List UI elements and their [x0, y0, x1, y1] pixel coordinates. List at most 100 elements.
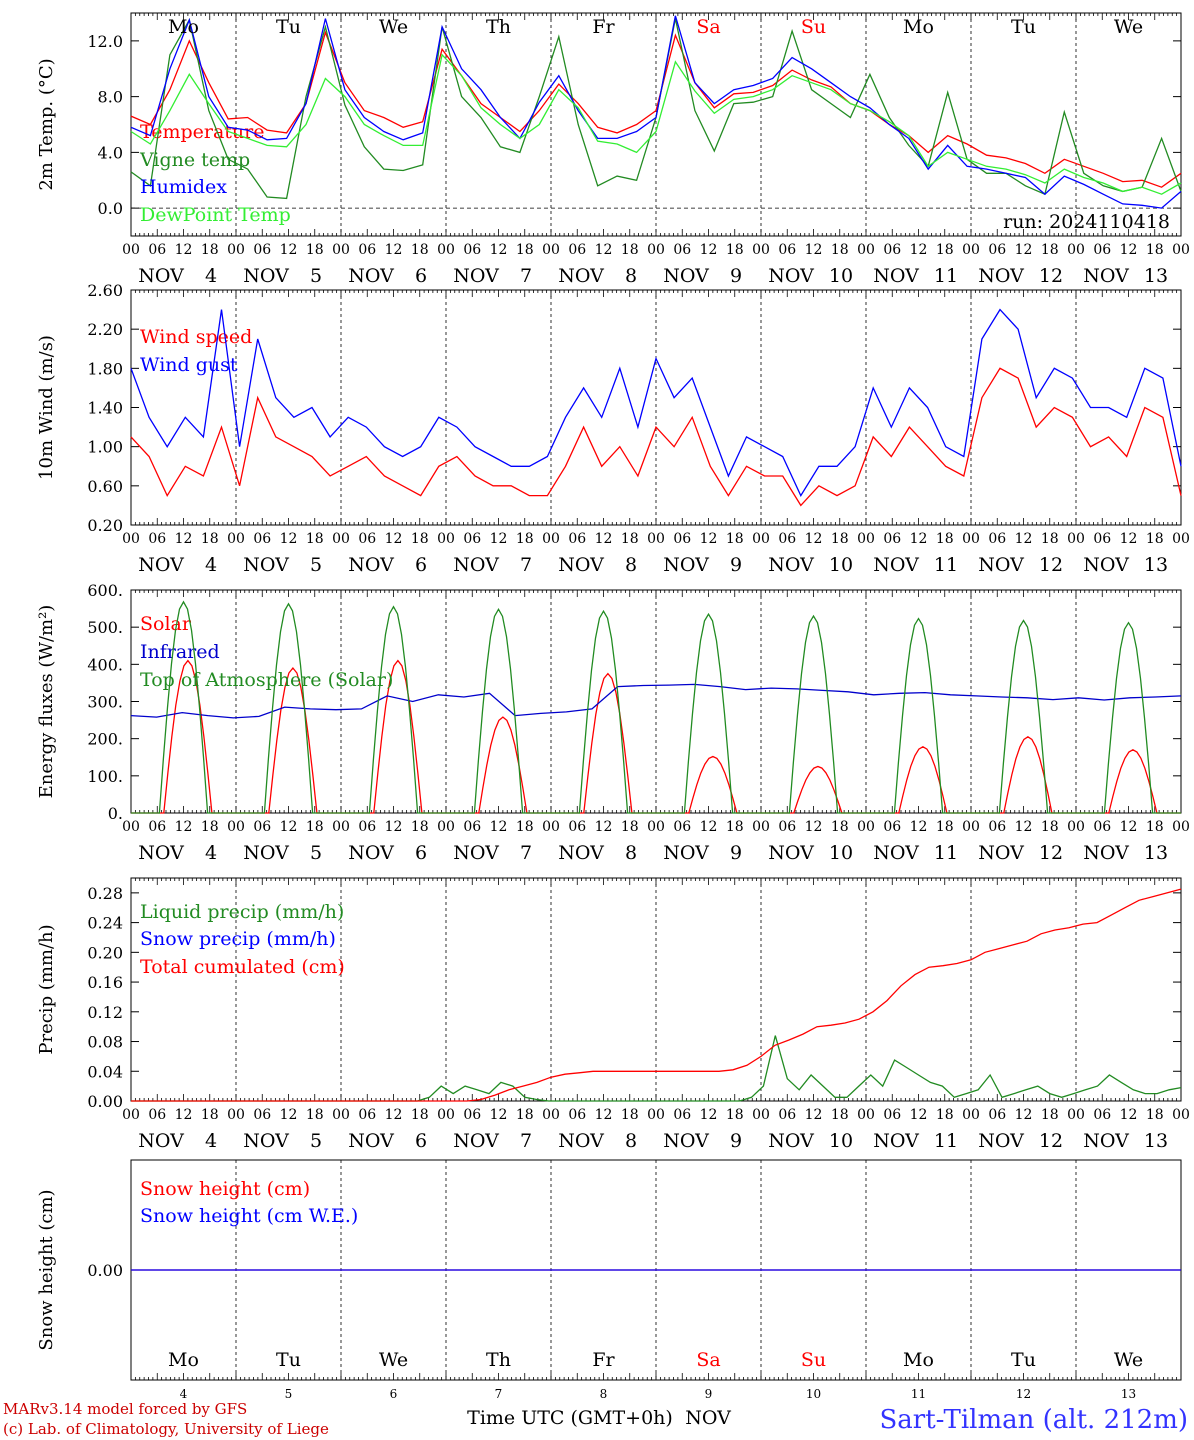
- hour-tick-label: 18: [726, 819, 744, 835]
- weekday-label: Tu: [1011, 16, 1036, 38]
- day-number-label: 13: [1144, 554, 1168, 576]
- day-number-label: 5: [310, 265, 322, 287]
- hour-tick-label: 12: [280, 531, 298, 547]
- month-label: NOV: [978, 1130, 1024, 1152]
- hour-tick-label: 00: [1172, 242, 1190, 258]
- y-tick-label: 0.: [108, 804, 123, 823]
- hour-tick-label: 06: [568, 242, 586, 258]
- day-number-label: 12: [1016, 1387, 1031, 1401]
- lab-credit: (c) Lab. of Climatology, University of L…: [3, 1420, 329, 1438]
- hour-tick-label: 00: [752, 1107, 770, 1123]
- hour-tick-label: 12: [1120, 1107, 1138, 1123]
- month-label: NOV: [978, 265, 1024, 287]
- y-tick-label: 0.28: [87, 884, 123, 903]
- day-number-label: 5: [310, 842, 322, 864]
- y-tick-label: 0.04: [87, 1062, 123, 1081]
- month-label: NOV: [453, 554, 499, 576]
- month-label: NOV: [768, 842, 814, 864]
- hour-tick-label: 18: [1146, 819, 1164, 835]
- day-number-label: 5: [285, 1387, 293, 1401]
- y-tick-label: 12.0: [87, 32, 123, 51]
- station-label: Sart-Tilman (alt. 212m): [879, 1405, 1188, 1435]
- hour-tick-label: 18: [516, 819, 534, 835]
- hour-tick-label: 12: [280, 1107, 298, 1123]
- day-number-label: 13: [1144, 842, 1168, 864]
- hour-tick-label: 18: [726, 1107, 744, 1123]
- month-label: NOV: [873, 265, 919, 287]
- month-label: NOV: [243, 265, 289, 287]
- hour-tick-label: 12: [490, 242, 508, 258]
- month-label: NOV: [1083, 554, 1129, 576]
- hour-tick-label: 12: [595, 531, 613, 547]
- hour-tick-label: 12: [910, 242, 928, 258]
- y-tick-label: 4.0: [98, 143, 123, 162]
- hour-tick-label: 18: [201, 1107, 219, 1123]
- hour-tick-label: 06: [883, 531, 901, 547]
- hour-tick-label: 12: [280, 242, 298, 258]
- day-number-label: 4: [205, 1130, 217, 1152]
- panel-frame-1: [130, 12, 1182, 237]
- hour-tick-label: 12: [595, 1107, 613, 1123]
- month-label: NOV: [138, 1130, 184, 1152]
- hour-tick-label: 18: [1146, 242, 1164, 258]
- hour-tick-label: 06: [1093, 531, 1111, 547]
- hour-tick-label: 18: [516, 1107, 534, 1123]
- day-number-label: 9: [730, 842, 742, 864]
- hour-tick-label: 06: [463, 531, 481, 547]
- hour-tick-label: 00: [1172, 819, 1190, 835]
- hour-tick-label: 06: [778, 531, 796, 547]
- day-number-label: 8: [600, 1387, 608, 1401]
- day-number-label: 10: [829, 842, 853, 864]
- series-line: [130, 15, 1182, 209]
- day-number-label: 11: [934, 842, 958, 864]
- hour-tick-label: 00: [857, 531, 875, 547]
- day-number-label: 7: [520, 554, 532, 576]
- hour-tick-label: 00: [542, 531, 560, 547]
- month-label: NOV: [453, 1130, 499, 1152]
- hour-tick-label: 12: [490, 819, 508, 835]
- day-number-label: 12: [1039, 1130, 1063, 1152]
- day-number-label: 11: [934, 554, 958, 576]
- hour-tick-label: 00: [437, 1107, 455, 1123]
- day-number-label: 6: [415, 554, 427, 576]
- day-number-label: 12: [1039, 842, 1063, 864]
- weekday-label: We: [1114, 16, 1143, 38]
- y-tick-label: 2.20: [87, 320, 123, 339]
- month-label: NOV: [558, 842, 604, 864]
- hour-tick-label: 18: [831, 531, 849, 547]
- hour-tick-label: 06: [253, 242, 271, 258]
- hour-tick-label: 18: [201, 819, 219, 835]
- weekday-label: Fr: [592, 1349, 615, 1371]
- y-tick-label: 0.20: [87, 516, 123, 535]
- legend-entry: Vigne temp: [139, 149, 250, 171]
- hour-tick-label: 18: [306, 1107, 324, 1123]
- day-number-label: 13: [1121, 1387, 1136, 1401]
- hour-tick-label: 00: [857, 1107, 875, 1123]
- weekday-label: Tu: [276, 16, 301, 38]
- series-line: [131, 600, 1181, 814]
- y-tick-label: 400.: [87, 655, 123, 674]
- month-label: NOV: [243, 1130, 289, 1152]
- legend-entry: Snow height (cm): [140, 1178, 310, 1200]
- hour-tick-label: 18: [831, 242, 849, 258]
- hour-tick-label: 06: [778, 242, 796, 258]
- month-label: NOV: [663, 554, 709, 576]
- y-tick-label: 200.: [87, 730, 123, 749]
- month-label: NOV: [138, 265, 184, 287]
- hour-tick-label: 00: [962, 819, 980, 835]
- weekday-label: Fr: [592, 16, 615, 38]
- weekday-label: Tu: [1011, 1349, 1036, 1371]
- hour-tick-label: 00: [647, 242, 665, 258]
- hour-tick-label: 00: [122, 531, 140, 547]
- hour-tick-label: 06: [673, 819, 691, 835]
- month-label: NOV: [1083, 842, 1129, 864]
- weekday-label: Mo: [903, 1349, 934, 1371]
- hour-tick-label: 12: [175, 531, 193, 547]
- hour-tick-label: 00: [962, 531, 980, 547]
- day-number-label: 10: [829, 1130, 853, 1152]
- day-number-label: 13: [1144, 265, 1168, 287]
- hour-tick-label: 06: [253, 531, 271, 547]
- hour-tick-label: 06: [358, 819, 376, 835]
- hour-tick-label: 00: [227, 242, 245, 258]
- weekday-label: Su: [801, 16, 826, 38]
